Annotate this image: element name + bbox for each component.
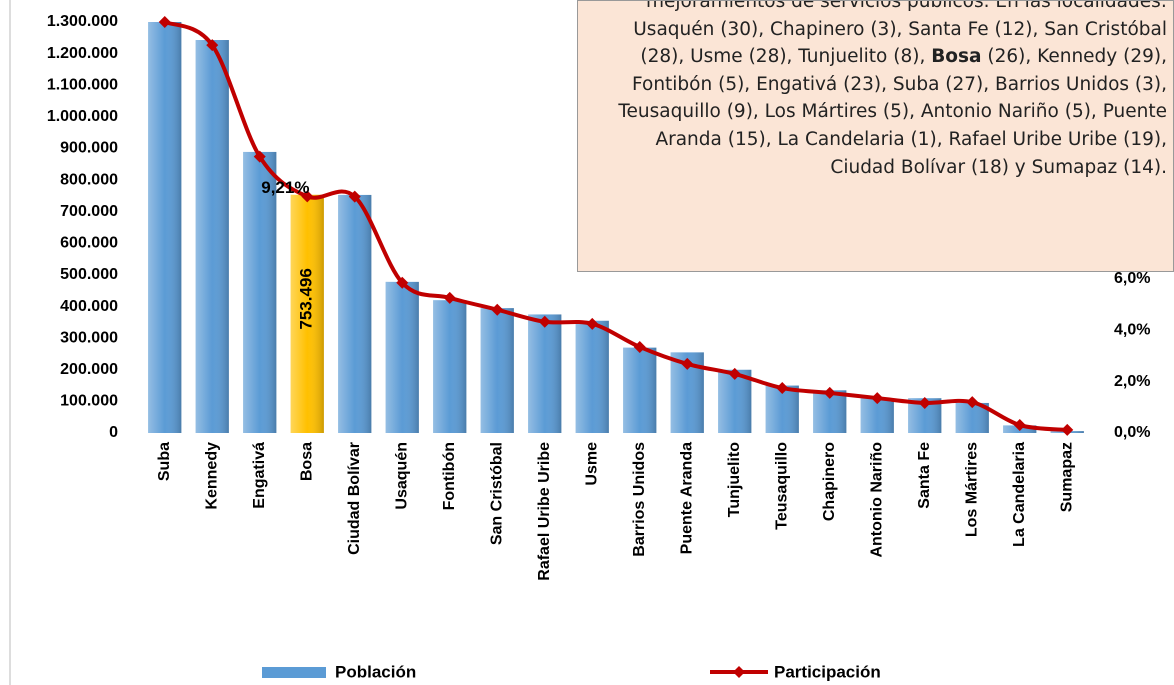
bar-shine: [528, 314, 562, 433]
y-tick-label: 700.000: [60, 203, 118, 220]
data-label: 753.496: [297, 268, 316, 329]
bar-shine: [480, 308, 514, 433]
bar-shine: [385, 281, 419, 433]
x-tick-label: Ciudad Bolívar: [346, 442, 363, 555]
x-tick-label: Usme: [583, 442, 600, 486]
bar-shine: [290, 194, 324, 433]
data-label: 9,21%: [261, 178, 309, 197]
line-marker: [1013, 419, 1026, 432]
bar-shine: [433, 300, 467, 433]
legend-swatch: [733, 666, 745, 678]
y-tick-label: 100.000: [60, 393, 118, 410]
x-tick-label: Los Mártires: [963, 442, 980, 537]
bar-shine: [575, 320, 609, 433]
y2-tick-label: 4,0%: [1114, 321, 1150, 338]
line-marker: [681, 357, 694, 370]
y-tick-label: 300.000: [60, 329, 118, 346]
x-tick-label: Sumapaz: [1058, 442, 1075, 512]
x-tick-label: Kennedy: [203, 442, 220, 510]
x-tick-label: Antonio Nariño: [868, 442, 885, 558]
y-tick-label: 1.300.000: [47, 13, 118, 30]
x-tick-label: Teusaquillo: [773, 442, 790, 530]
line-marker: [966, 396, 979, 409]
bar-shine: [195, 40, 229, 433]
y-tick-label: 500.000: [60, 266, 118, 283]
line-marker: [301, 190, 314, 203]
y2-tick-label: 2,0%: [1114, 373, 1150, 390]
bar-shine: [243, 151, 277, 434]
line-marker: [348, 190, 361, 203]
bar-shine: [623, 347, 657, 433]
y-tick-label: 0: [109, 424, 118, 441]
x-tick-label: Tunjuelito: [726, 442, 743, 517]
x-tick-label: Usaquén: [393, 442, 410, 510]
line-marker: [823, 386, 836, 399]
y-tick-label: 600.000: [60, 235, 118, 252]
x-tick-label: La Candelaria: [1011, 442, 1028, 547]
y-tick-label: 1.200.000: [47, 45, 118, 62]
line-marker: [728, 367, 741, 380]
annotation-text: mejoramientos de servicios públicos. En …: [578, 0, 1173, 181]
line-marker: [443, 291, 456, 304]
x-tick-label: Puente Aranda: [678, 442, 695, 554]
x-tick-label: Bosa: [298, 442, 315, 481]
line-marker: [396, 276, 409, 289]
annotation: Bosa: [931, 46, 982, 68]
chart-frame: [9, 0, 11, 685]
x-tick-label: Barrios Unidos: [631, 442, 648, 557]
bar-shine: [338, 194, 372, 433]
x-tick-label: Chapinero: [821, 442, 838, 521]
line-marker: [776, 382, 789, 395]
bar-shine: [148, 22, 182, 433]
legend-label: Participación: [774, 662, 881, 681]
line-marker: [538, 315, 551, 328]
legend-label: Población: [335, 662, 416, 681]
line-marker: [871, 392, 884, 405]
x-tick-label: Suba: [156, 442, 173, 481]
annotation-box: mejoramientos de servicios públicos. En …: [577, 0, 1174, 272]
x-tick-label: Fontibón: [441, 442, 458, 510]
y-tick-label: 200.000: [60, 361, 118, 378]
x-tick-label: San Cristóbal: [488, 442, 505, 545]
annotation: mejoramientos de servicios públicos. En …: [633, 0, 1167, 68]
bar-shine: [718, 369, 752, 433]
annotation: (26), Kennedy (29), Fontibón (5), Engati…: [618, 46, 1167, 178]
line-marker: [491, 303, 504, 316]
line-marker: [918, 396, 931, 409]
y-tick-label: 900.000: [60, 140, 118, 157]
line-marker: [253, 150, 266, 163]
y-tick-label: 1.000.000: [47, 108, 118, 125]
line-marker: [206, 39, 219, 52]
y-tick-label: 800.000: [60, 171, 118, 188]
line-marker: [586, 317, 599, 330]
x-tick-label: Engativá: [251, 442, 268, 509]
y2-tick-label: 6,0%: [1114, 270, 1150, 287]
y2-tick-label: 0,0%: [1114, 424, 1150, 441]
line-marker: [1061, 423, 1074, 436]
y-tick-label: 1.100.000: [47, 76, 118, 93]
line-marker: [633, 340, 646, 353]
x-tick-label: Santa Fe: [916, 442, 933, 509]
line-marker: [158, 16, 171, 28]
legend-swatch: [262, 667, 326, 678]
y-tick-label: 400.000: [60, 298, 118, 315]
x-tick-label: Rafael Uribe Uribe: [536, 442, 553, 581]
